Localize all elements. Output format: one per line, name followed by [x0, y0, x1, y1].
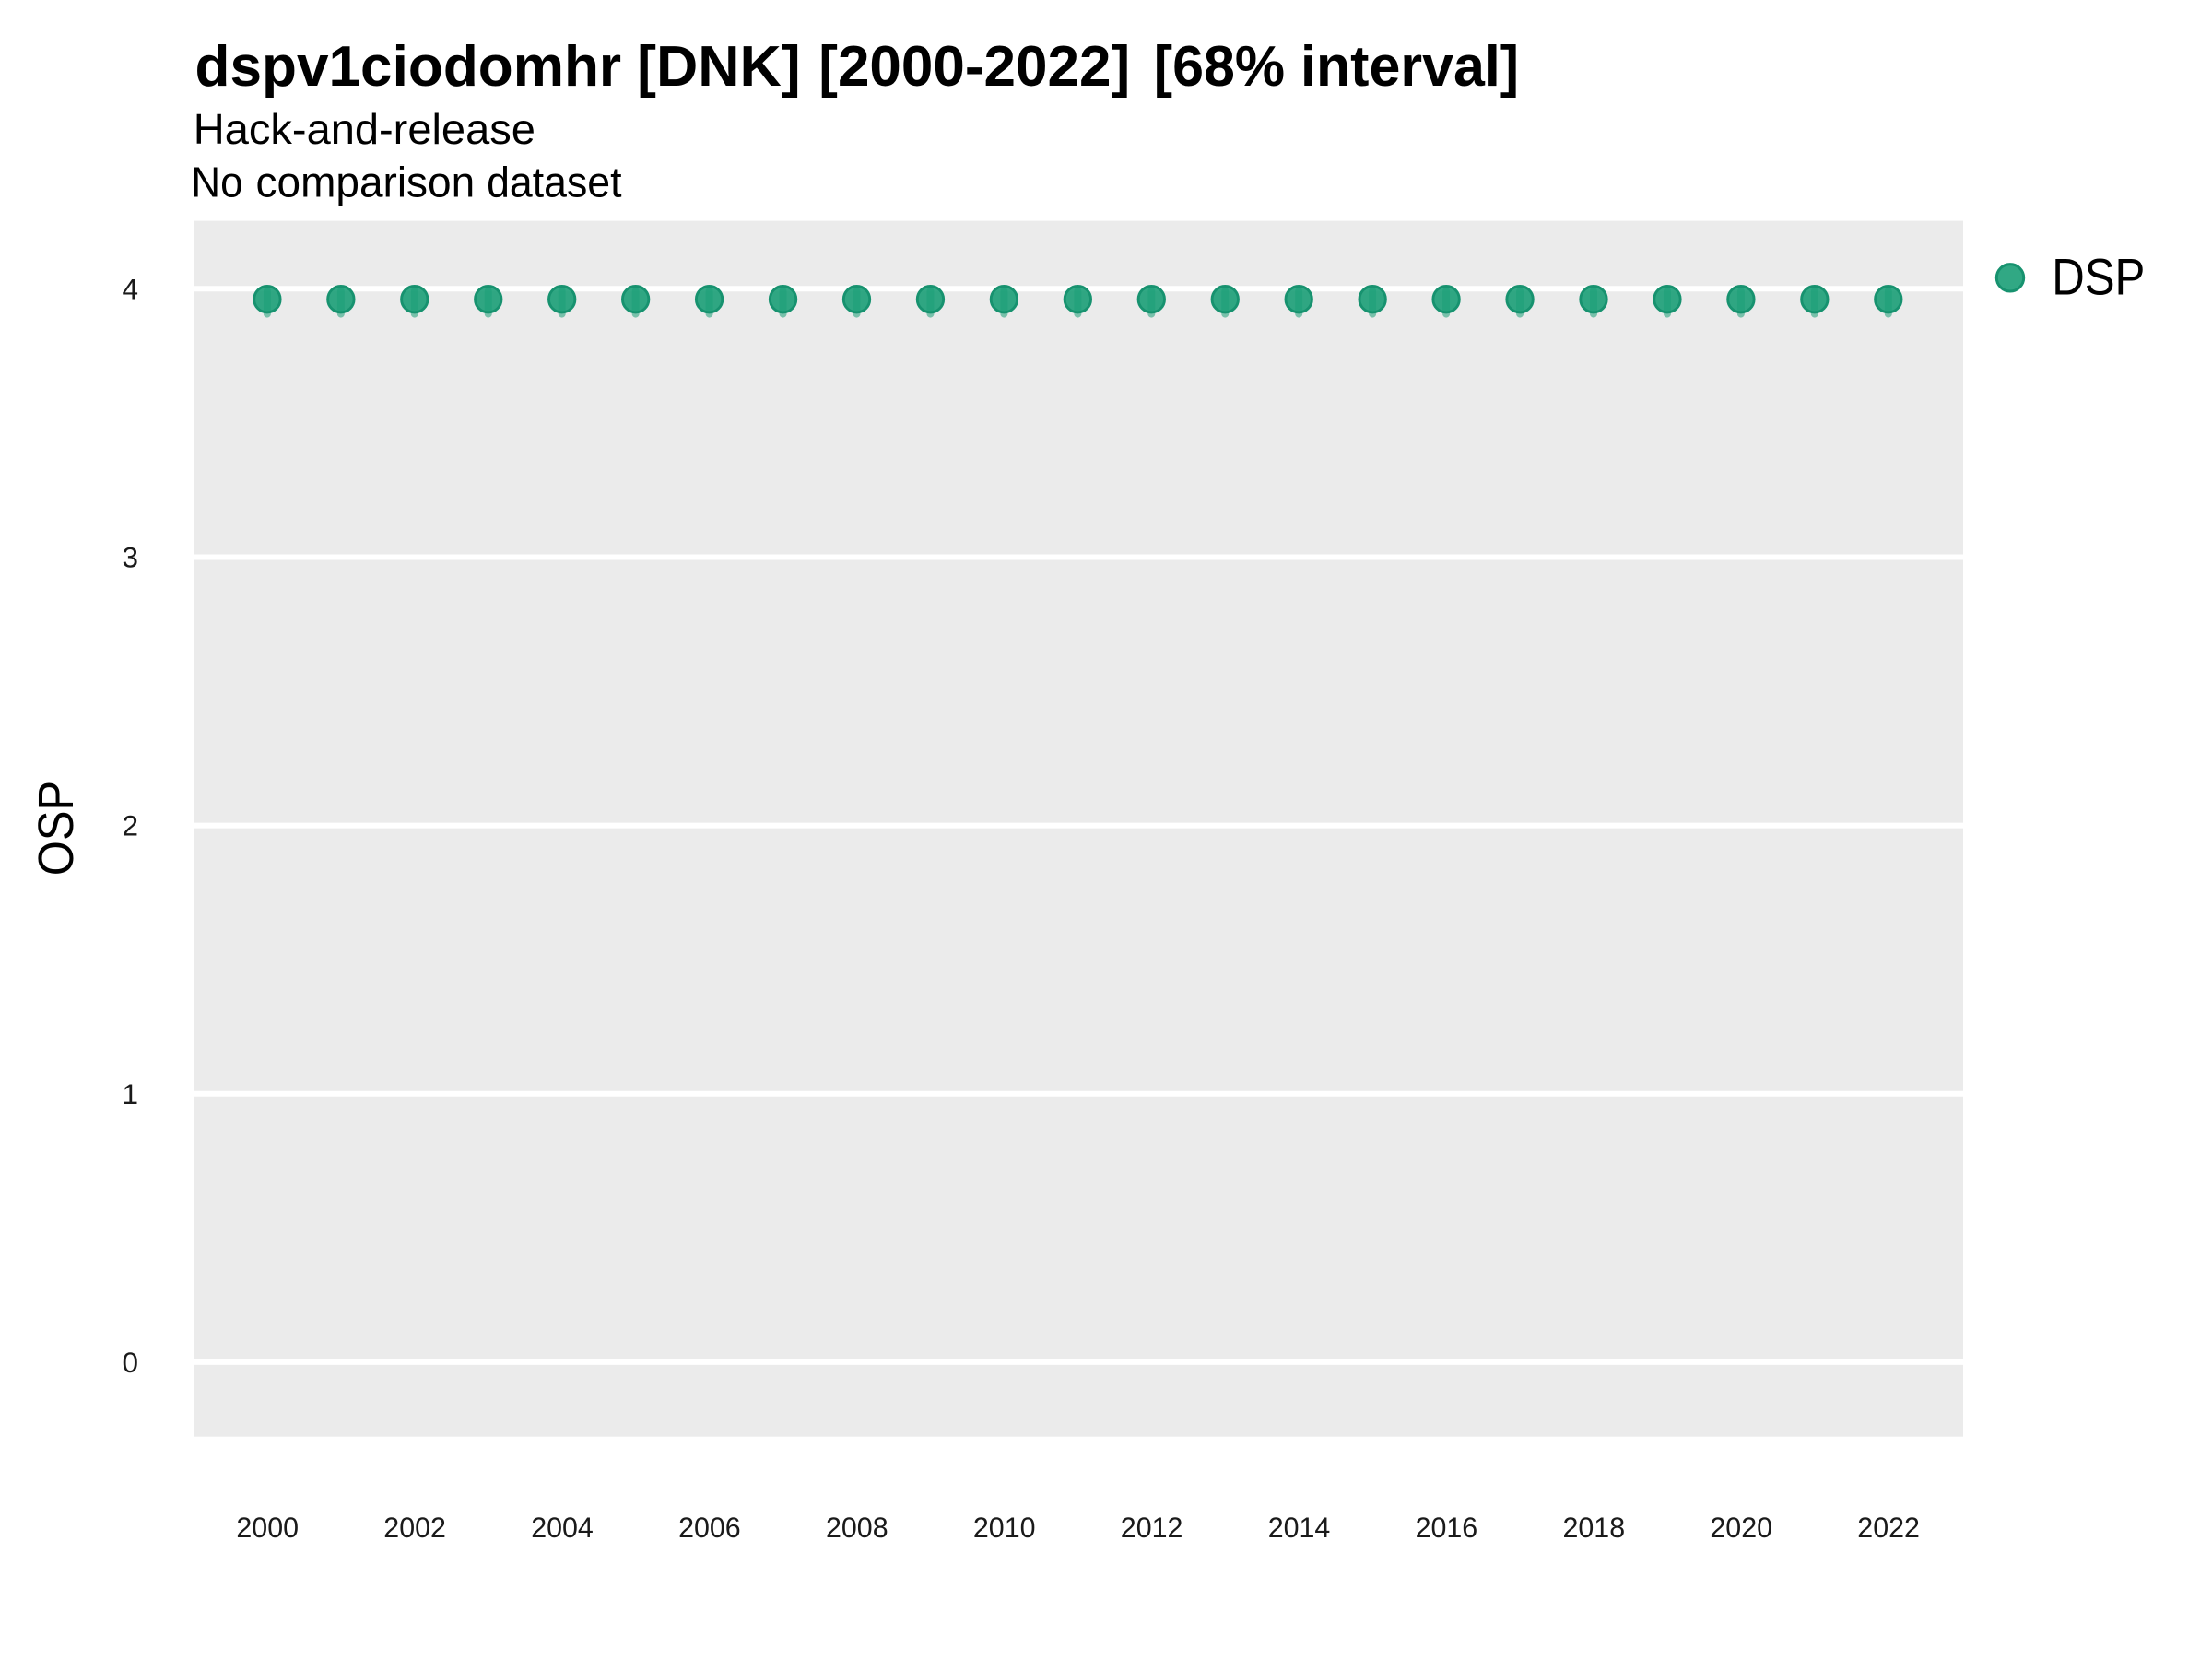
svg-text:2002: 2002: [383, 1511, 446, 1544]
svg-text:2020: 2020: [1710, 1511, 1772, 1544]
svg-text:3: 3: [122, 541, 138, 574]
svg-text:DSP: DSP: [2052, 248, 2145, 306]
svg-text:[68% interval]: [68% interval]: [1154, 35, 1519, 99]
svg-text:Hack-and-release: Hack-and-release: [194, 105, 535, 153]
svg-text:2018: 2018: [1563, 1511, 1626, 1544]
svg-text:2022: 2022: [1857, 1511, 1920, 1544]
svg-text:dataset: dataset: [487, 159, 621, 206]
svg-text:No: No: [191, 159, 242, 206]
svg-text:2010: 2010: [973, 1511, 1036, 1544]
svg-text:dspv1ciodomhr: dspv1ciodomhr: [195, 35, 622, 99]
svg-text:2: 2: [122, 809, 138, 842]
svg-text:[DNK]: [DNK]: [637, 35, 801, 99]
svg-text:OSP: OSP: [29, 781, 84, 876]
svg-text:comparison: comparison: [256, 159, 476, 206]
svg-text:[2000-2022]: [2000-2022]: [818, 35, 1130, 99]
svg-text:2012: 2012: [1121, 1511, 1183, 1544]
svg-text:2016: 2016: [1416, 1511, 1478, 1544]
svg-text:2014: 2014: [1268, 1511, 1331, 1544]
svg-text:2008: 2008: [826, 1511, 888, 1544]
svg-text:4: 4: [122, 272, 138, 305]
svg-text:1: 1: [122, 1077, 138, 1111]
svg-text:0: 0: [122, 1346, 138, 1379]
svg-text:2000: 2000: [236, 1511, 299, 1544]
svg-text:2004: 2004: [531, 1511, 594, 1544]
svg-text:2006: 2006: [678, 1511, 741, 1544]
